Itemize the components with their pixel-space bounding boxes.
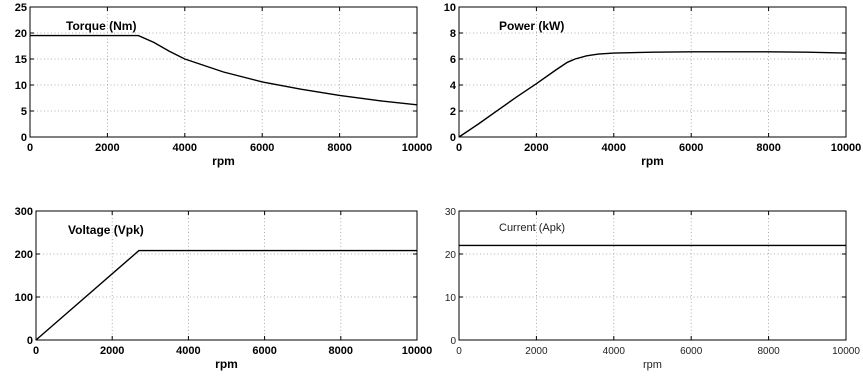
x-axis-label: rpm [641,154,664,168]
y-tick-label: 0 [450,336,456,347]
x-tick-label: 0 [33,345,39,357]
x-tick-label: 6000 [679,142,703,154]
x-tick-label: 8000 [327,142,351,154]
plot-area [458,210,847,341]
series-line [458,51,847,138]
plot-title: Torque (Nm) [66,19,136,33]
y-tick-label: 25 [15,2,27,14]
torque-plot: 0 2000 4000 6000 8000 10000 0 5 10 15 20 25 Torque (… [15,2,433,168]
x-tick-label: 0 [456,346,462,357]
y-tick-label: 15 [15,54,27,66]
plot-area [35,210,418,341]
x-tick-label: 8000 [329,345,353,357]
x-axis-label: rpm [643,359,662,371]
x-tick-label: 6000 [252,345,276,357]
x-tick-label: 10000 [402,142,433,154]
x-tick-label: 6000 [250,142,274,154]
x-tick-label: 8000 [757,346,780,357]
y-tick-label: 6 [450,54,456,66]
x-tick-label: 10000 [402,345,433,357]
x-tick-label: 0 [27,142,33,154]
y-tick-label: 4 [450,80,457,92]
x-tick-label: 4000 [176,345,200,357]
x-tick-label: 4000 [173,142,197,154]
plot-area [458,6,847,138]
current-plot: 0 2000 4000 6000 8000 10000 0 10 20 30 Current (Ap… [445,207,860,371]
series-line [30,34,418,106]
y-tick-label: 300 [15,206,33,218]
x-tick-label: 2000 [100,345,124,357]
x-tick-label: 10000 [832,346,860,357]
y-tick-label: 200 [15,249,33,261]
x-axis-label: rpm [215,357,238,371]
voltage-plot: 0 2000 4000 6000 8000 10000 0 100 200 300 Voltage … [15,206,433,371]
y-tick-label: 5 [21,106,27,118]
x-tick-label: 4000 [603,346,626,357]
y-tick-label: 0 [21,132,27,144]
x-tick-label: 4000 [602,142,626,154]
x-axis-label: rpm [212,154,235,168]
x-tick-label: 6000 [680,346,703,357]
y-tick-label: 30 [445,207,457,218]
y-tick-label: 10 [445,293,457,304]
x-tick-label: 0 [456,142,462,154]
y-tick-label: 100 [15,292,33,304]
x-tick-label: 10000 [831,142,862,154]
y-tick-label: 10 [444,2,456,14]
y-tick-label: 20 [15,28,27,40]
x-tick-label: 2000 [524,142,548,154]
power-plot: 0 2000 4000 6000 8000 10000 0 2 4 6 8 10 Power (kW) r… [444,2,862,168]
y-tick-label: 20 [445,250,457,261]
series-line [35,249,417,341]
y-tick-label: 10 [15,80,27,92]
x-tick-label: 2000 [95,142,119,154]
x-tick-label: 8000 [756,142,780,154]
y-tick-label: 2 [450,106,456,118]
y-tick-label: 0 [27,335,33,347]
plot-title: Voltage (Vpk) [68,223,144,237]
plot-title: Power (kW) [499,19,564,33]
x-tick-label: 2000 [525,346,548,357]
y-tick-label: 0 [450,132,456,144]
y-tick-label: 8 [450,28,456,40]
plot-title: Current (Apk) [499,222,565,234]
